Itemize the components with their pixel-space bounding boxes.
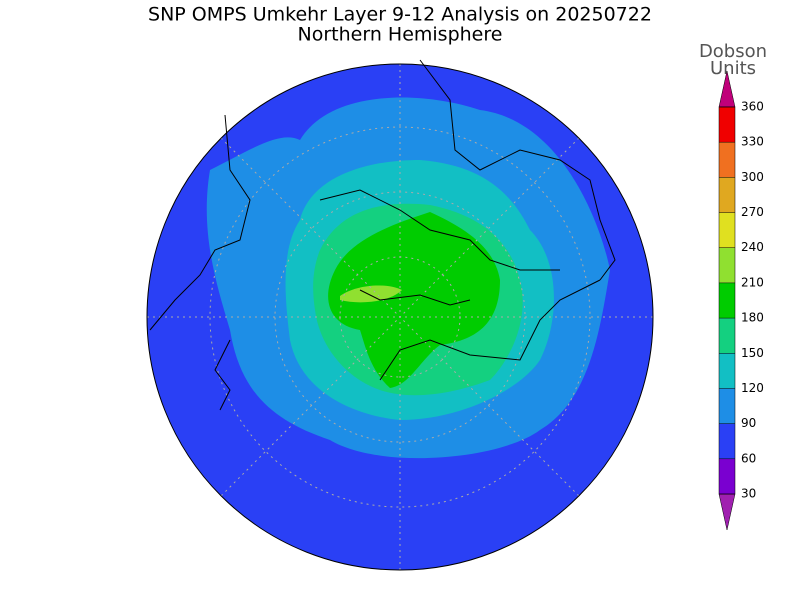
contour-region <box>340 285 402 303</box>
colorbar-tick-label: 300 <box>741 170 764 184</box>
colorbar-tick-label: 30 <box>741 487 756 501</box>
colorbar-under <box>718 493 736 531</box>
coastline <box>149 59 616 411</box>
colorbar-tick-label: 60 <box>741 451 756 465</box>
colorbar-band <box>719 423 735 459</box>
contour-region <box>328 212 500 388</box>
colorbar-band <box>719 212 735 248</box>
colorbar-band <box>719 142 735 178</box>
colorbar-band <box>719 353 735 389</box>
colorbar-band <box>719 107 735 143</box>
colorbar-title: Dobson <box>699 41 767 62</box>
colorbar-tick-label: 210 <box>741 275 764 289</box>
colorbar-tick-label: 150 <box>741 346 764 360</box>
title: SNP OMPS Umkehr Layer 9-12 Analysis on 2… <box>148 4 652 26</box>
latitude-circle <box>209 126 591 508</box>
colorbar-band <box>719 458 735 494</box>
colorbar-band <box>719 282 735 319</box>
colorbar-tick-label: 240 <box>741 240 764 254</box>
colorbar-tick-label: 90 <box>741 416 756 430</box>
colorbar-tick-label: 330 <box>741 135 764 149</box>
map <box>146 59 654 571</box>
colorbar-band <box>719 318 735 354</box>
colorbar-tick-label: 180 <box>741 311 764 325</box>
colorbar-band <box>719 388 735 424</box>
colorbar-tick-label: 270 <box>741 205 764 219</box>
colorbar-title: Units <box>710 58 756 79</box>
colorbar-band <box>719 247 735 283</box>
subtitle: Northern Hemisphere <box>298 24 503 46</box>
map-border <box>146 63 654 571</box>
colorbar-tick-label: 360 <box>741 100 764 114</box>
colorbar-band <box>719 177 735 213</box>
colorbar-tick-label: 120 <box>741 381 764 395</box>
meridian <box>147 64 653 570</box>
